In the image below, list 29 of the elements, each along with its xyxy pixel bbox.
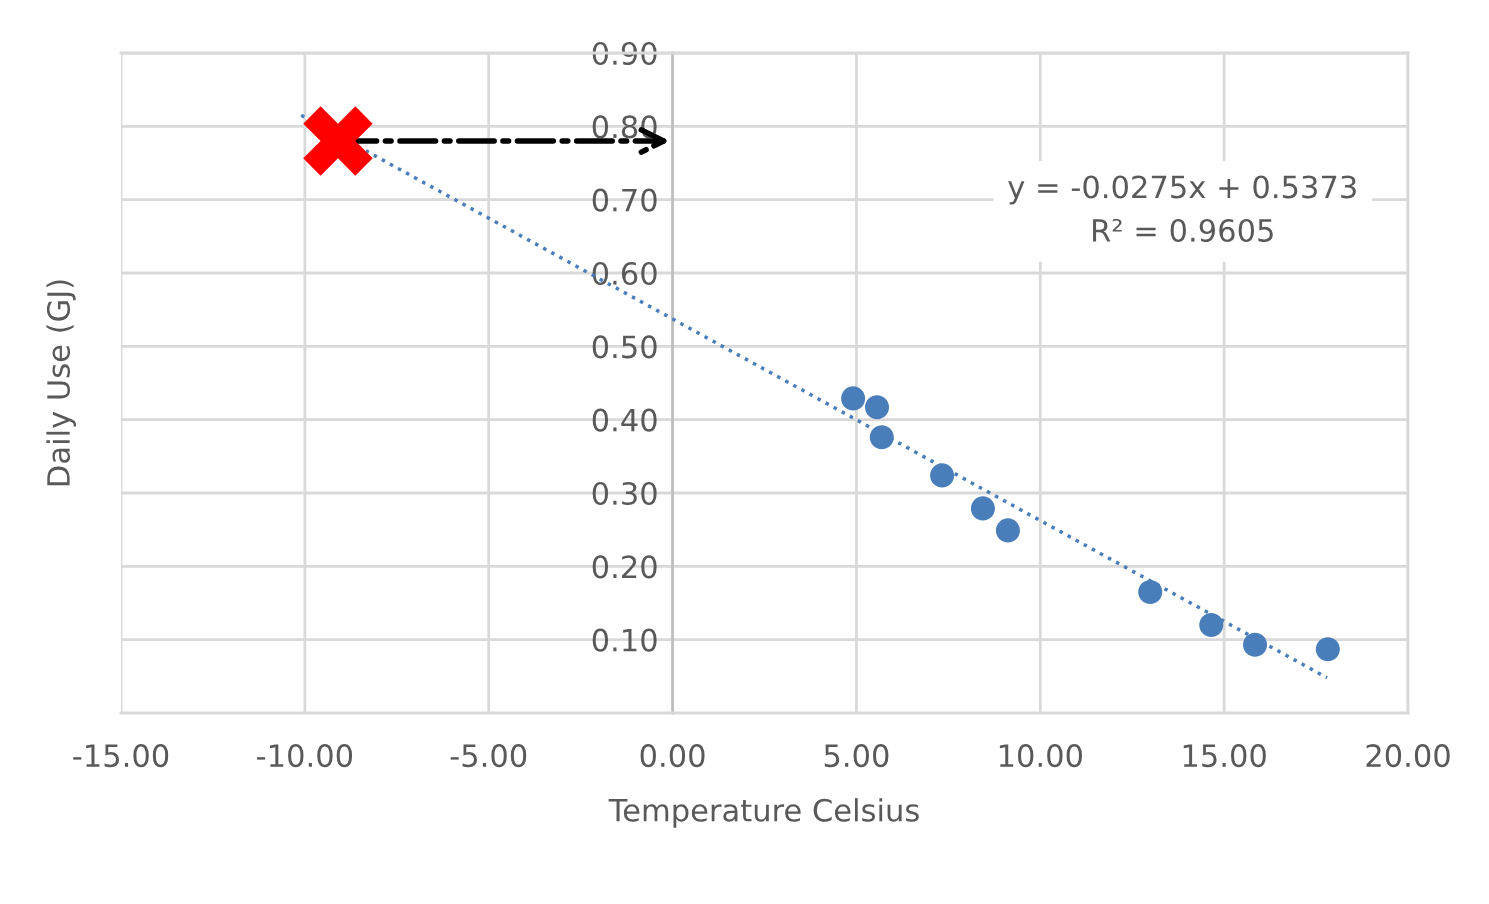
y-tick-label: 0.40 — [592, 408, 657, 432]
point — [995, 518, 1020, 543]
point — [930, 463, 955, 488]
x-tick-label: -5.00 — [450, 744, 527, 768]
x-tick-label: 20.00 — [1366, 744, 1450, 768]
y-tick-label: 0.10 — [592, 628, 657, 652]
point — [869, 425, 894, 450]
y-tick-label: 0.20 — [592, 555, 657, 579]
point — [1315, 637, 1340, 662]
point — [1199, 612, 1224, 638]
point — [970, 496, 995, 521]
y-tick-label: 0.30 — [592, 481, 657, 506]
point — [864, 395, 890, 420]
x-axis-title: Temperature Celsius — [608, 798, 919, 828]
point — [841, 386, 866, 411]
y-tick-label: 0.70 — [592, 188, 657, 212]
x-tick-label: 0.00 — [640, 744, 705, 768]
point — [1243, 632, 1268, 657]
x-tick-label: -10.00 — [257, 744, 353, 768]
annotation: y = -0.0275x + 0.5373 R² = 0.9605 — [1008, 175, 1356, 243]
y-tick-label: 0.50 — [592, 335, 657, 359]
point — [1138, 579, 1163, 605]
x-tick-label: -15.00 — [73, 744, 169, 768]
y-axis-title: Daily Use (GJ) — [46, 280, 76, 486]
y-tick-label: 0.60 — [592, 261, 657, 286]
point — [303, 106, 373, 176]
x-tick-label: 15.00 — [1183, 744, 1266, 768]
x-tick-label: 10.00 — [999, 744, 1082, 768]
x-tick-label: 5.00 — [824, 744, 889, 768]
